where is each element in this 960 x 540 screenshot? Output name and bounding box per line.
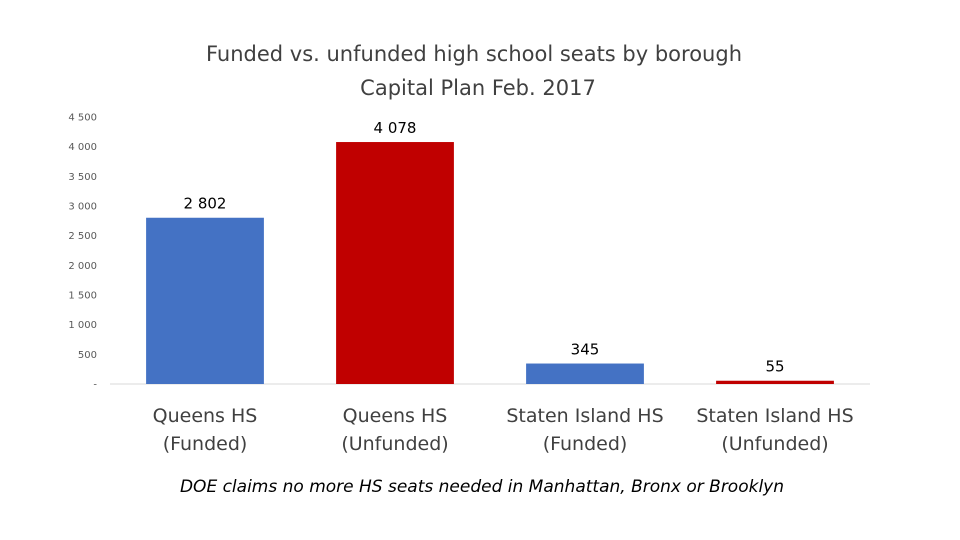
bar [526,363,644,384]
category-label: (Unfunded) [341,433,448,455]
y-tick-label: 2 000 [68,261,97,272]
category-label: (Funded) [163,433,248,455]
y-tick-label: 2 500 [68,231,97,242]
y-tick-label: 3 000 [68,202,97,213]
y-tick-label: - [93,380,97,391]
y-tick-label: 1 000 [68,320,97,331]
data-label: 4 078 [374,119,417,137]
category-label: Staten Island HS [696,405,853,427]
chart-title-line-2: Capital Plan Feb. 2017 [360,76,596,100]
y-tick-label: 3 500 [68,172,97,183]
data-label: 2 802 [184,195,227,213]
footnote: DOE claims no more HS seats needed in Ma… [180,477,784,497]
data-label: 345 [571,341,600,359]
category-label: Queens HS [153,405,258,427]
category-label: (Unfunded) [721,433,828,455]
category-label: (Funded) [543,433,628,455]
y-tick-label: 4 000 [68,142,97,153]
data-label: 55 [765,358,784,376]
bar [336,142,454,384]
data-labels: 2 802 4 078 345 55 [184,119,785,376]
bar [716,380,834,384]
category-label: Staten Island HS [506,405,663,427]
bars [146,142,834,384]
category-labels: Queens HS (Funded) Queens HS (Unfunded) Stat… [153,405,854,455]
chart-title: Funded vs. unfunded high school seats by… [206,42,742,100]
category-label: Queens HS [343,405,448,427]
y-axis-ticks: - 500 1 000 1 500 2 000 2 500 3 000 3 500 4 000 4… [68,113,97,391]
chart-title-line-1: Funded vs. unfunded high school seats by… [206,42,742,66]
y-tick-label: 500 [78,350,97,361]
bar [146,217,264,384]
y-tick-label: 4 500 [68,113,97,124]
y-tick-label: 1 500 [68,291,97,302]
